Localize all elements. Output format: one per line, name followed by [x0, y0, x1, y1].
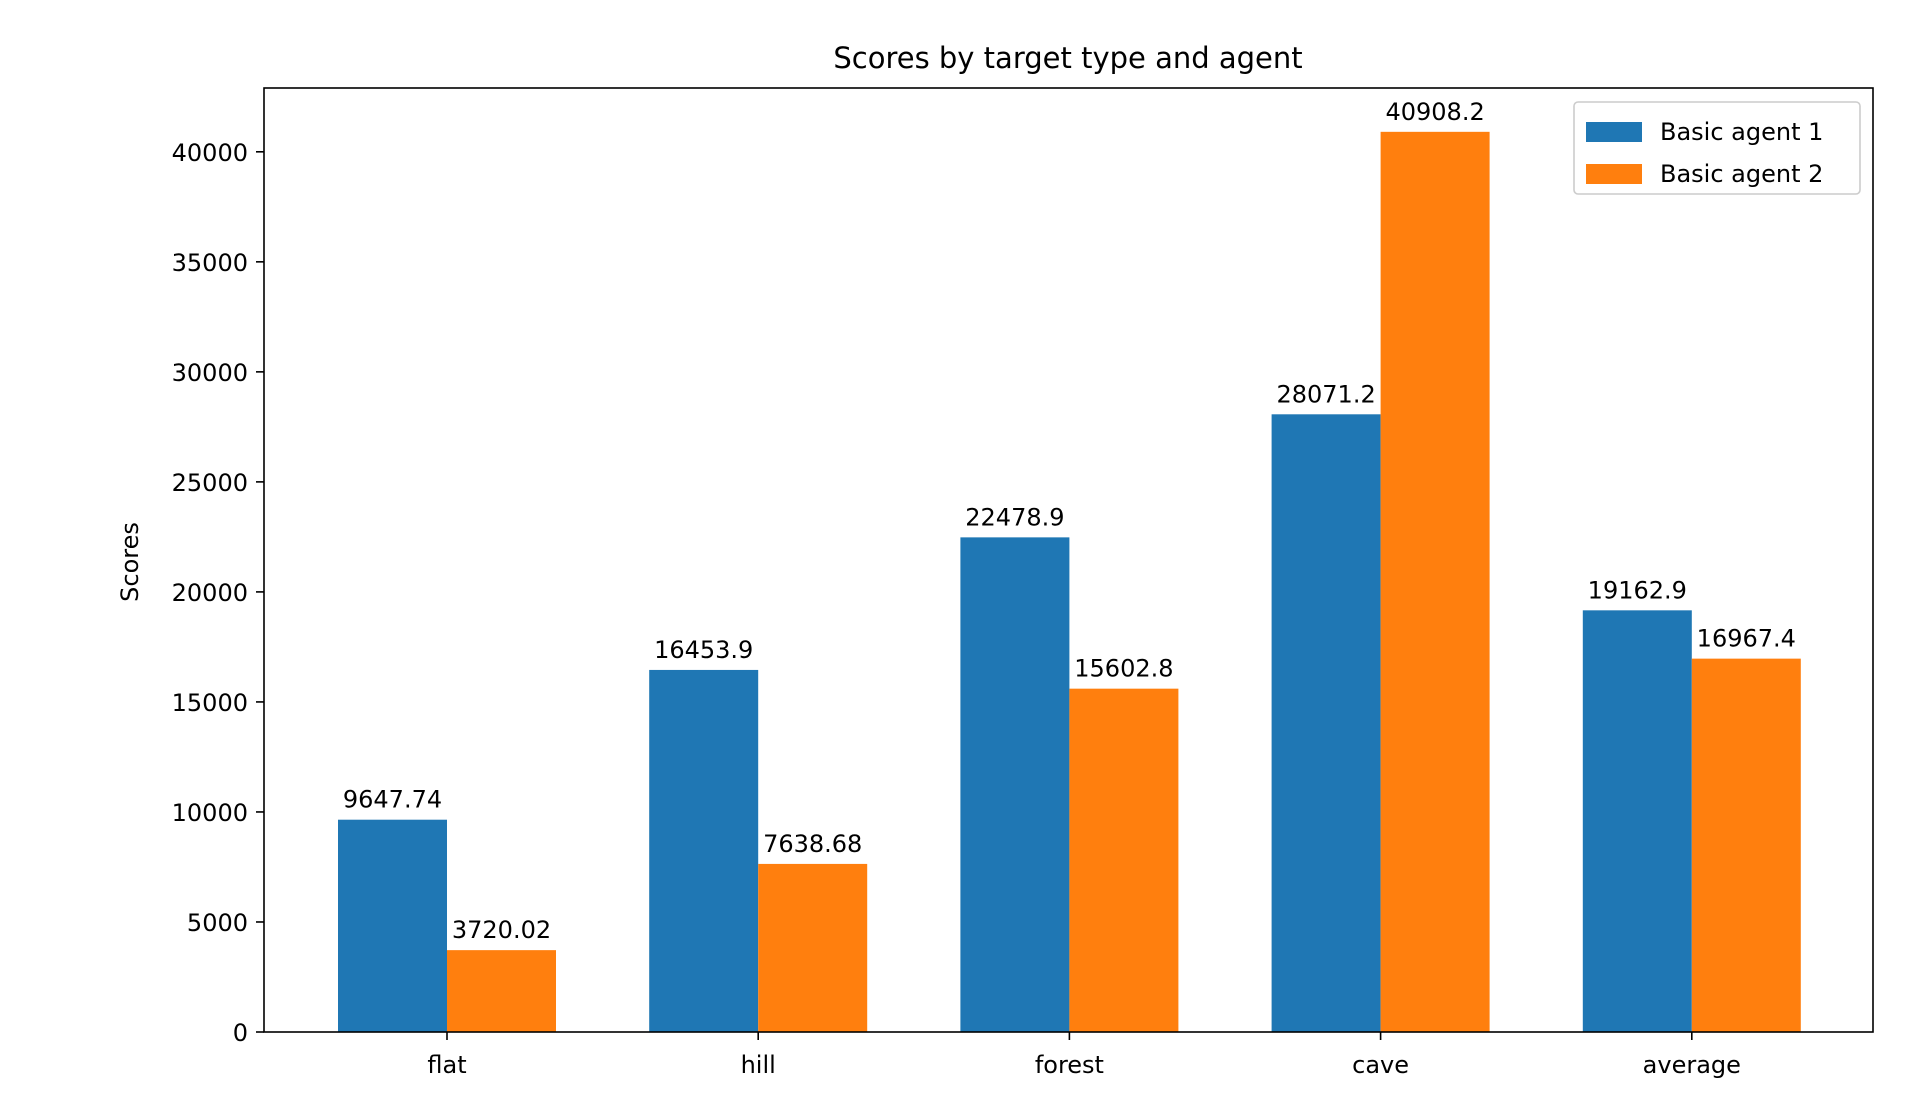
legend-box [1573, 101, 1861, 195]
bar-forest-series-2 [1069, 688, 1179, 1032]
bar-value-label: 16967.4 [1697, 625, 1796, 653]
y-tick-label: 0 [233, 1019, 248, 1047]
x-tick-label-forest: forest [1035, 1051, 1104, 1079]
legend-label-series-2: Basic agent 2 [1660, 160, 1823, 188]
y-tick-label: 15000 [172, 689, 248, 717]
bar-hill-series-1 [649, 669, 759, 1032]
bar-value-label: 7638.68 [763, 830, 862, 858]
bar-value-label: 19162.9 [1588, 576, 1687, 604]
y-axis-ticks: 0 5000 10000 15000 20000 25000 30000 35000 40000 [172, 139, 264, 1047]
bar-flat-series-1 [338, 819, 447, 1032]
bar-flat-series-2 [447, 950, 556, 1032]
bar-average-series-1 [1582, 610, 1692, 1032]
y-tick-label: 40000 [172, 139, 248, 167]
bar-hill-series-2 [758, 863, 868, 1032]
bar-forest-series-1 [960, 537, 1070, 1032]
x-tick-label-hill: hill [741, 1051, 776, 1079]
chart-title: Scores by target type and agent [833, 41, 1302, 75]
bar-average-series-2 [1691, 658, 1801, 1032]
y-tick-label: 35000 [172, 249, 248, 277]
bar-value-label: 22478.9 [965, 503, 1064, 531]
bars-group [338, 131, 1801, 1033]
y-tick-label: 30000 [172, 359, 248, 387]
bar-value-label: 9647.74 [343, 786, 442, 814]
x-tick-label-average: average [1643, 1051, 1741, 1079]
bar-value-label: 16453.9 [654, 636, 753, 664]
bar-labels-group: 9647.74 3720.02 16453.9 7638.68 22478.9 15602… [343, 98, 1796, 944]
x-tick-label-cave: cave [1352, 1051, 1409, 1079]
legend-label-series-1: Basic agent 1 [1660, 118, 1823, 146]
bar-cave-series-1 [1271, 414, 1381, 1032]
y-tick-label: 20000 [172, 579, 248, 607]
bar-cave-series-2 [1380, 131, 1490, 1033]
bar-value-label: 15602.8 [1074, 655, 1173, 683]
legend-swatch-series-1 [1586, 122, 1642, 142]
legend: Basic agent 1 Basic agent 2 [1573, 101, 1861, 195]
y-tick-label: 5000 [187, 909, 248, 937]
bar-value-label: 28071.2 [1276, 380, 1375, 408]
bar-value-label: 40908.2 [1385, 98, 1484, 126]
y-axis-label: Scores [116, 522, 144, 602]
bar-value-label: 3720.02 [452, 916, 551, 944]
y-tick-label: 10000 [172, 799, 248, 827]
y-tick-label: 25000 [172, 469, 248, 497]
x-tick-label-flat: flat [427, 1051, 466, 1079]
x-axis-ticks: flat hill forest cave average [427, 1032, 1741, 1079]
legend-swatch-series-2 [1586, 164, 1642, 184]
plot-area-frame [263, 87, 1874, 1033]
